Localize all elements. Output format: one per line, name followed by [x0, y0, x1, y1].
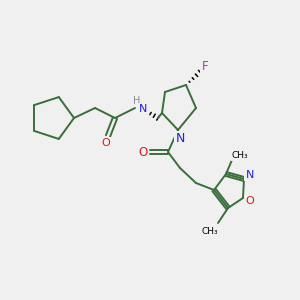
Text: CH₃: CH₃ [232, 151, 248, 160]
Text: N: N [139, 104, 147, 114]
Text: F: F [202, 61, 208, 74]
Text: N: N [175, 133, 185, 146]
Text: O: O [102, 138, 110, 148]
Text: H: H [133, 96, 141, 106]
Text: O: O [138, 146, 148, 160]
Text: N: N [246, 170, 254, 180]
Text: CH₃: CH₃ [202, 226, 218, 236]
Text: O: O [246, 196, 254, 206]
